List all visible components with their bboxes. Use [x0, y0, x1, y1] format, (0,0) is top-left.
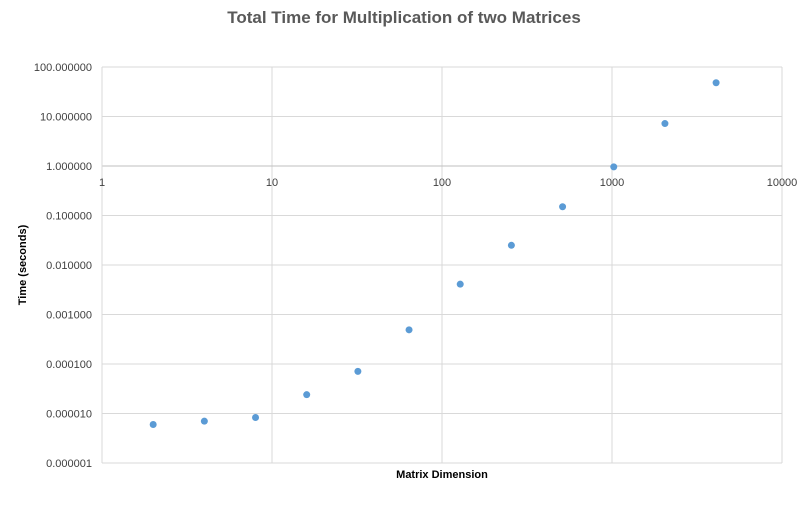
x-axis-title: Matrix Dimension [396, 469, 488, 481]
y-tick-label: 10.000000 [40, 112, 92, 124]
y-axis-title: Time (seconds) [17, 224, 29, 305]
data-point [559, 203, 567, 211]
x-tick-label: 10 [266, 177, 278, 189]
y-tick-label: 0.000010 [46, 409, 92, 421]
tick-labels: 1 10 100 1000 10000 100.000000 10.000000 1.0000… [34, 62, 797, 470]
x-tick-label: 1000 [600, 177, 624, 189]
y-tick-label: 0.100000 [46, 211, 92, 223]
data-point [507, 241, 515, 249]
x-tick-label: 10000 [767, 177, 798, 189]
data-point [303, 391, 311, 399]
y-tick-label: 0.001000 [46, 310, 92, 322]
data-point [456, 280, 464, 288]
data-point [610, 163, 618, 171]
data-point [354, 367, 362, 375]
data-point [405, 326, 413, 334]
y-tick-label: 0.000001 [46, 458, 92, 470]
data-point [200, 417, 208, 425]
data-point [661, 120, 669, 128]
x-tick-label: 100 [433, 177, 451, 189]
data-point [149, 420, 157, 428]
data-point [252, 414, 260, 422]
axes [101, 67, 782, 463]
x-tick-label: 1 [99, 177, 105, 189]
y-tick-label: 100.000000 [34, 62, 92, 74]
data-point [712, 79, 720, 87]
data-points [149, 79, 720, 428]
y-tick-label: 1.000000 [46, 161, 92, 173]
chart-title: Total Time for Multiplication of two Mat… [227, 8, 581, 27]
grid-lines [101, 66, 783, 464]
y-tick-label: 0.000100 [46, 359, 92, 371]
y-tick-label: 0.010000 [46, 260, 92, 272]
